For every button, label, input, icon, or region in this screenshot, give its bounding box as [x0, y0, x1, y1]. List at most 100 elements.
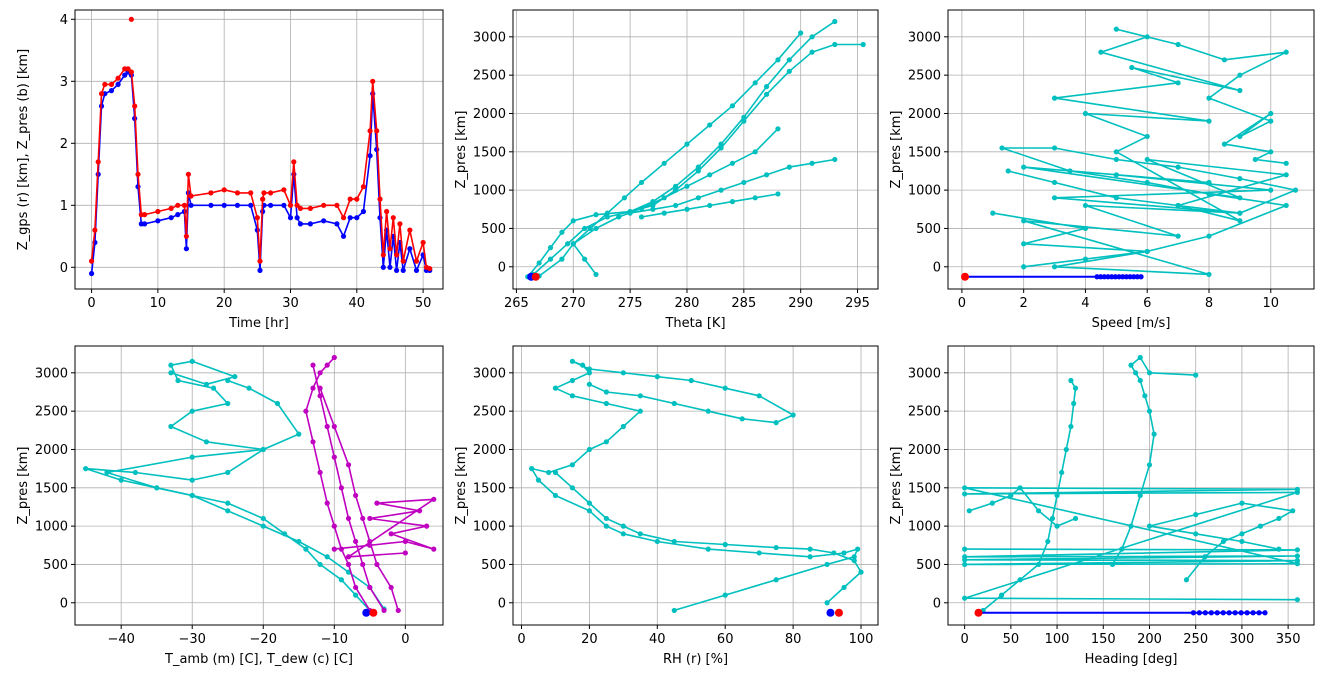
y-tick-label: 3000 [908, 366, 941, 381]
series-line [334, 498, 435, 558]
data-point [841, 584, 847, 591]
data-point [1054, 523, 1060, 529]
surface-point [1244, 610, 1250, 616]
data-point [1021, 264, 1027, 270]
data-point [1237, 72, 1243, 78]
data-point [638, 179, 645, 186]
data-point [185, 171, 191, 177]
data-point [115, 81, 121, 87]
data-point [831, 550, 837, 556]
data-point [1220, 538, 1227, 545]
data-point [287, 202, 294, 208]
data-point [360, 561, 366, 568]
x-axis-label: Time [hr] [228, 316, 289, 331]
start-marker [960, 272, 969, 281]
y-tick-label: 2500 [473, 405, 506, 420]
data-point [620, 523, 626, 529]
data-point [1035, 508, 1042, 514]
data-point [1202, 554, 1208, 560]
data-point [88, 258, 95, 264]
surface-point [1190, 610, 1196, 616]
data-point [807, 546, 813, 552]
data-point [962, 557, 968, 563]
data-point [1292, 187, 1299, 193]
data-point [416, 508, 423, 514]
data-point [431, 546, 437, 552]
data-point [569, 377, 576, 384]
data-point [102, 81, 108, 87]
x-axis-label: Heading [deg] [1085, 652, 1178, 667]
series-line [305, 356, 371, 611]
y-tick-label: 1500 [908, 481, 941, 496]
data-point [331, 423, 337, 430]
data-point [208, 190, 214, 196]
data-point [1021, 241, 1027, 247]
data-point [756, 393, 762, 399]
data-point [294, 215, 300, 221]
y-tick-label: 2000 [473, 107, 506, 122]
data-point [620, 423, 626, 430]
data-point [773, 577, 779, 583]
data-point [95, 159, 101, 165]
y-tick-label: 2500 [473, 69, 506, 84]
x-tick-label: 290 [788, 296, 813, 311]
data-point [181, 202, 188, 208]
data-point [387, 246, 393, 252]
x-tick-label: 275 [618, 296, 643, 311]
data-point [593, 212, 599, 218]
series-line [572, 128, 779, 275]
data-point [340, 215, 347, 221]
data-point [1005, 168, 1011, 174]
data-point [175, 202, 181, 208]
data-point [547, 256, 554, 262]
x-tick-label: 6 [1143, 296, 1151, 311]
data-point [1283, 202, 1289, 209]
data-point [321, 218, 327, 224]
data-point [347, 215, 353, 221]
start-marker [974, 608, 983, 617]
data-point [616, 214, 622, 220]
y-tick-label: 1500 [473, 481, 506, 496]
data-point [671, 538, 677, 545]
data-point [189, 408, 195, 414]
data-point [824, 561, 830, 568]
data-point [807, 554, 813, 560]
data-point [855, 546, 861, 552]
data-point [1294, 597, 1300, 603]
x-tick-label: 280 [675, 296, 700, 311]
data-point [324, 423, 330, 430]
data-point [297, 205, 304, 211]
data-point [559, 256, 565, 262]
surface-point [1094, 274, 1100, 280]
data-point [603, 389, 609, 395]
x-tick-label: 0 [517, 632, 525, 647]
data-point [317, 469, 323, 476]
data-point [142, 212, 148, 218]
subplot-3: 0 2 4 6 8 10 0 500 1000 1500 2000 2500 3000 Speed [m/… [889, 9, 1315, 331]
data-point [752, 195, 758, 201]
data-point [564, 241, 571, 247]
data-point [388, 584, 394, 591]
data-point [1175, 80, 1181, 86]
y-tick-label: 1500 [473, 145, 506, 160]
x-tick-label: 10 [150, 296, 167, 311]
data-point [627, 210, 633, 216]
data-point [413, 267, 420, 273]
data-point [1193, 512, 1199, 518]
y-tick-label: 0 [498, 260, 506, 275]
data-point [1113, 195, 1119, 201]
data-point [1146, 408, 1153, 414]
data-point [345, 554, 352, 560]
data-point [1051, 95, 1058, 101]
data-point [1237, 210, 1243, 216]
data-point [225, 469, 231, 476]
data-point [183, 246, 189, 252]
data-point [367, 584, 373, 591]
series-line [532, 43, 864, 275]
data-point [1082, 256, 1089, 262]
y-axis-label: Z_gps (r) [km], Z_pres (b) [km] [16, 49, 31, 251]
data-point [752, 80, 758, 86]
data-point [603, 439, 609, 445]
data-point [1144, 156, 1150, 163]
data-point [268, 202, 274, 208]
